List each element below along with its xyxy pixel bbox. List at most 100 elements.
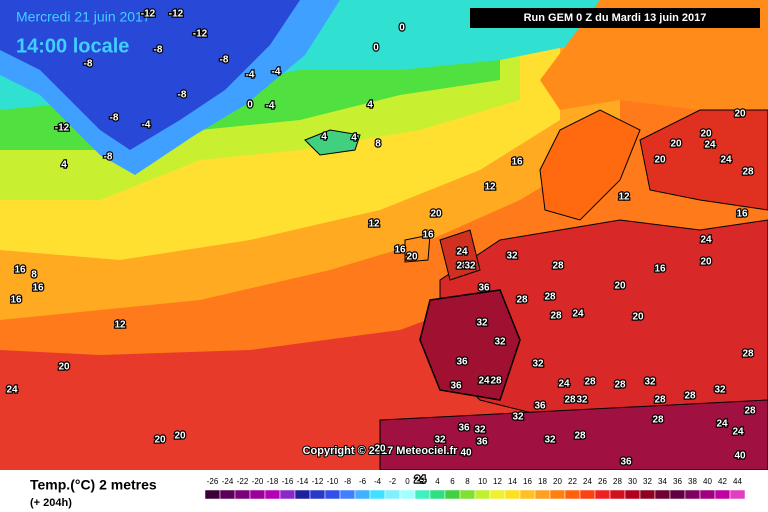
map-label: 8	[31, 270, 37, 281]
map-label: 20	[700, 129, 712, 140]
map-label: 28	[614, 380, 626, 391]
colorbar-swatch	[324, 489, 341, 500]
colorbar-swatch	[594, 489, 611, 500]
map-label: 28	[574, 431, 586, 442]
map-label: 32	[544, 435, 556, 446]
colorbar-tick-label: -4	[374, 477, 382, 486]
colorbar-tick-label: 26	[598, 477, 607, 486]
map-label: 32	[506, 251, 518, 262]
map-label: 24	[700, 235, 712, 246]
colorbar-tick-label: -10	[327, 477, 339, 486]
map-label: 4	[367, 100, 373, 111]
map-label: -8	[110, 113, 119, 124]
map-label: 16	[511, 157, 523, 168]
map-label: 24	[558, 379, 570, 390]
map-label: 28	[584, 377, 596, 388]
colorbar-tick-label: -16	[282, 477, 294, 486]
map-label: 24	[478, 376, 490, 387]
map-label: 32	[532, 359, 544, 370]
colorbar-swatch	[639, 489, 656, 500]
map-label: 36	[458, 423, 470, 434]
colorbar-swatch	[384, 489, 401, 500]
map-label: 16	[654, 264, 666, 275]
map-label: 28	[550, 311, 562, 322]
colorbar-tick-label: 6	[450, 477, 455, 486]
map-label: 32	[464, 261, 476, 272]
colorbar-swatch	[264, 489, 281, 500]
map-label: -8	[154, 45, 163, 56]
map-label: 28	[654, 395, 666, 406]
map-label: -4	[272, 67, 281, 78]
map-label: 28	[652, 415, 664, 426]
colorbar-tick-label: 28	[613, 477, 622, 486]
map-label: 40	[460, 448, 472, 459]
map-label: 32	[512, 412, 524, 423]
colorbar-swatch	[294, 489, 311, 500]
colorbar-tick-label: 22	[568, 477, 577, 486]
map-label: 28	[490, 376, 502, 387]
colorbar-swatch	[669, 489, 686, 500]
map-label: 24	[732, 427, 744, 438]
map-label: 40	[734, 451, 746, 462]
map-label: 28	[516, 295, 528, 306]
map-label: 32	[644, 377, 656, 388]
colorbar-swatch	[204, 489, 221, 500]
colorbar-tick-label: 8	[465, 477, 470, 486]
map-label: 20	[734, 109, 746, 120]
map-label: 36	[478, 283, 490, 294]
map-label: 28	[544, 292, 556, 303]
map-label: 32	[714, 385, 726, 396]
map-label: 24	[456, 247, 468, 258]
map-label: 24	[704, 140, 716, 151]
map-label: 32	[494, 337, 506, 348]
colorbar-tick-label: -18	[267, 477, 279, 486]
map-label: 32	[474, 425, 486, 436]
map-label: 0	[247, 100, 253, 111]
map-label: 28	[742, 167, 754, 178]
colorbar-tick-label: 36	[673, 477, 682, 486]
colorbar-swatch	[684, 489, 701, 500]
map-label: -12	[141, 9, 156, 20]
map-label: 16	[32, 283, 44, 294]
map-label: 20	[654, 155, 666, 166]
map-label: 12	[368, 219, 380, 230]
colorbar-swatch	[459, 489, 476, 500]
map-label: 28	[552, 261, 564, 272]
map-label: 16	[10, 295, 22, 306]
map-label: 8	[375, 139, 381, 150]
colorbar-swatch	[354, 489, 371, 500]
map-label: -8	[84, 59, 93, 70]
colorbar-swatch	[564, 489, 581, 500]
colorbar-tick-label: -26	[207, 477, 219, 486]
colorbar-swatch	[549, 489, 566, 500]
colorbar-swatch	[519, 489, 536, 500]
map-label: 12	[618, 192, 630, 203]
copyright: Copyright © 2017 Meteociel.fr	[303, 445, 459, 457]
colorbar: -26 -24 -22 -20 -18 -16 -14 -12 -10 -8 -6 -4 -2 0 2 4 6 8…	[204, 477, 746, 500]
colorbar-tick-label: 2	[420, 477, 425, 486]
colorbar-tick-label: 20	[553, 477, 562, 486]
colorbar-swatch	[444, 489, 461, 500]
colorbar-tick-label: 14	[508, 477, 517, 486]
colorbar-swatch	[624, 489, 641, 500]
map-label: 20	[700, 257, 712, 268]
colorbar-swatch	[279, 489, 296, 500]
map-label: 36	[476, 437, 488, 448]
colorbar-swatch	[729, 489, 746, 500]
colorbar-tick-label: -20	[252, 477, 264, 486]
colorbar-swatch	[414, 489, 431, 500]
map-label: 20	[670, 139, 682, 150]
colorbar-tick-label: -24	[222, 477, 234, 486]
colorbar-swatch	[504, 489, 521, 500]
colorbar-tick-label: 24	[583, 477, 592, 486]
colorbar-tick-label: 16	[523, 477, 532, 486]
map-label: 28	[456, 261, 468, 272]
map-label: 20	[174, 431, 186, 442]
map-label: 4	[321, 132, 327, 143]
colorbar-swatch	[369, 489, 386, 500]
map-label: 36	[534, 401, 546, 412]
map-label: 20	[614, 281, 626, 292]
map-label: 0	[399, 23, 405, 34]
colorbar-swatch	[399, 489, 416, 500]
